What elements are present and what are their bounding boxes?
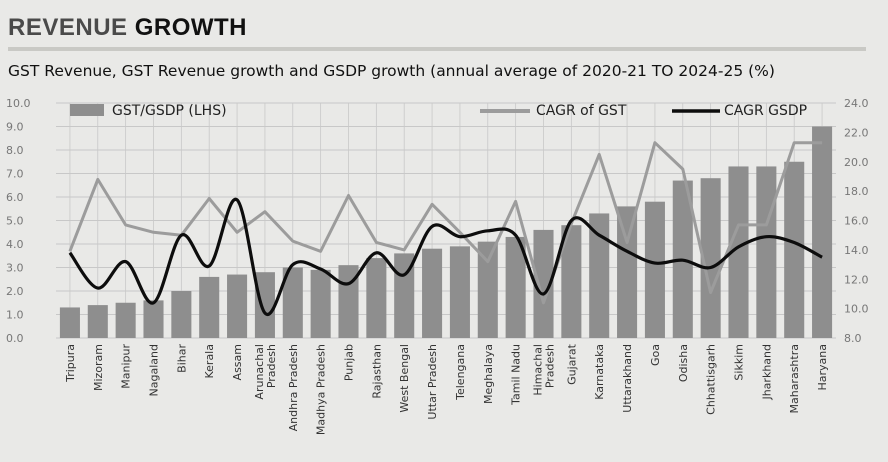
series-line-cagr-gsdp — [68, 198, 823, 317]
bar-manipur — [115, 302, 136, 338]
bar-goa — [644, 201, 665, 338]
legend-label-bar: GST/GSDP (LHS) — [112, 103, 227, 119]
lines-layer — [68, 141, 823, 317]
bar-sikkim — [728, 166, 749, 338]
left-tick-label: 6.0 — [6, 191, 24, 204]
category-label: Karnataka — [593, 344, 606, 400]
left-tick-label: 1.0 — [6, 309, 24, 322]
right-tick-label: 16.0 — [844, 215, 869, 228]
bar-telengana — [449, 246, 470, 338]
category-label: West Bengal — [398, 344, 411, 413]
bar-meghalaya — [477, 241, 498, 338]
chart-title: GST Revenue, GST Revenue growth and GSDP… — [8, 62, 775, 80]
category-label: Arunachal — [253, 344, 266, 400]
bar-haryana — [812, 126, 833, 338]
bars-layer — [59, 126, 833, 338]
left-tick-label: 9.0 — [6, 121, 24, 134]
category-axis: Tripura Mizoram Manipur Nagaland Bihar Kerala… — [64, 343, 829, 435]
right-tick-label: 20.0 — [844, 156, 869, 169]
right-tick-label: 22.0 — [844, 126, 869, 139]
bar-arunachal-pradesh — [254, 272, 275, 338]
category-label: Kerala — [203, 344, 216, 379]
bar-uttar-pradesh — [422, 248, 443, 338]
series-line-cagr-gst — [68, 141, 823, 305]
bar-kerala — [199, 276, 220, 338]
left-tick-label: 7.0 — [6, 168, 24, 181]
right-tick-label: 24.0 — [844, 97, 869, 110]
left-tick-label: 10.0 — [6, 97, 31, 110]
category-label: Manipur — [120, 344, 133, 389]
category-label: Sikkim — [733, 344, 746, 381]
section-title-part1: REVENUE — [8, 14, 128, 41]
category-label: Chhattisgarh — [705, 344, 718, 415]
bar-jharkhand — [756, 166, 777, 338]
legend-label-gst-line: CAGR of GST — [536, 103, 627, 119]
bar-uttarakhand — [617, 206, 638, 338]
section-title-part2: GROWTH — [134, 14, 248, 41]
bar-assam — [227, 274, 248, 338]
bar-maharashtra — [784, 161, 805, 338]
bar-tamil-nadu — [505, 236, 526, 338]
category-label: Meghalaya — [482, 344, 495, 404]
category-label: Nagaland — [148, 344, 161, 396]
legend-swatch-bar — [70, 104, 104, 116]
right-tick-label: 12.0 — [844, 273, 869, 286]
category-label: Maharashtra — [788, 344, 801, 414]
right-axis: 8.0 10.0 12.0 14.0 16.0 18.0 20.0 22.0 24.0 — [844, 97, 869, 345]
category-label: Madhya Pradesh — [315, 344, 328, 435]
section-title: REVENUE GROWTH — [8, 14, 247, 42]
category-label: Odisha — [677, 344, 690, 382]
right-tick-label: 8.0 — [844, 332, 862, 345]
category-label: Goa — [649, 344, 662, 366]
bar-chhattisgarh — [700, 178, 721, 338]
right-tick-label: 14.0 — [844, 244, 869, 257]
category-label: Uttarakhand — [621, 344, 634, 413]
left-tick-label: 4.0 — [6, 238, 24, 251]
category-label: Tamil Nadu — [510, 344, 523, 406]
category-label: Assam — [231, 344, 244, 380]
bar-tripura — [59, 307, 80, 338]
bar-madhya-pradesh — [310, 269, 331, 338]
category-label: Tripura — [64, 344, 77, 383]
bar-gujarat — [561, 225, 582, 338]
bar-karnataka — [589, 213, 610, 338]
left-tick-label: 8.0 — [6, 144, 24, 157]
bar-rajasthan — [366, 258, 387, 338]
category-label: Punjab — [343, 344, 356, 381]
left-tick-label: 0.0 — [6, 332, 24, 345]
category-label: Telengana — [454, 344, 467, 401]
left-axis: 0.0 1.0 2.0 3.0 4.0 5.0 6.0 7.0 8.0 9.0 10.0 — [6, 97, 31, 345]
left-tick-label: 5.0 — [6, 215, 24, 228]
category-label: Bihar — [175, 344, 188, 373]
category-label: Andhra Pradesh — [287, 344, 300, 431]
right-tick-label: 18.0 — [844, 185, 869, 198]
category-label: Gujarat — [565, 343, 578, 385]
category-label: Mizoram — [92, 344, 105, 391]
bar-himachal-pradesh — [533, 229, 554, 338]
legend: GST/GSDP (LHS) CAGR of GST CAGR GSDP — [70, 103, 807, 119]
category-label: Pradesh — [544, 344, 557, 388]
right-tick-label: 10.0 — [844, 303, 869, 316]
left-tick-label: 3.0 — [6, 262, 24, 275]
bar-bihar — [171, 291, 192, 338]
category-label: Himachal — [532, 344, 545, 396]
category-label: Haryana — [816, 344, 829, 391]
bar-andhra-pradesh — [282, 267, 303, 338]
legend-label-gsdp-line: CAGR GSDP — [724, 103, 807, 119]
category-label: Jharkhand — [760, 344, 773, 401]
category-label: Pradesh — [265, 344, 278, 388]
category-label: Rajasthan — [370, 344, 383, 399]
bar-nagaland — [143, 300, 164, 338]
header-rule — [8, 47, 866, 51]
category-label: Uttar Pradesh — [426, 344, 439, 420]
left-tick-label: 2.0 — [6, 285, 24, 298]
bar-mizoram — [87, 305, 108, 338]
